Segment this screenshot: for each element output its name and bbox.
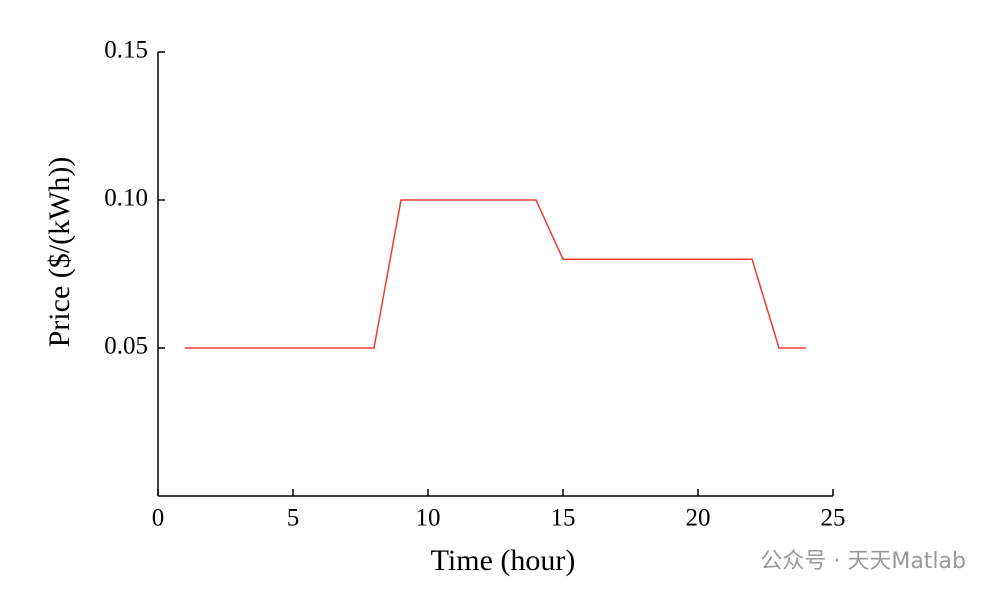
x-axis-label: Time (hour) [431, 544, 576, 577]
x-tick-label: 10 [416, 505, 441, 532]
x-tick-label: 0 [152, 505, 165, 532]
line [185, 199, 806, 349]
y-tick-label: 0.15 [104, 37, 148, 64]
y-tick-label: 0.05 [104, 333, 148, 360]
x-tick-label: 20 [686, 505, 711, 532]
watermark: 公众号 · 天天Matlab [760, 549, 966, 574]
x-tick-label: 5 [287, 505, 300, 532]
y-tick-label: 0.10 [104, 185, 148, 212]
x-tick-label: 15 [551, 505, 576, 532]
x-tick-label: 25 [821, 505, 846, 532]
y-axis-label: Price ($/(kWh)) [43, 157, 76, 348]
